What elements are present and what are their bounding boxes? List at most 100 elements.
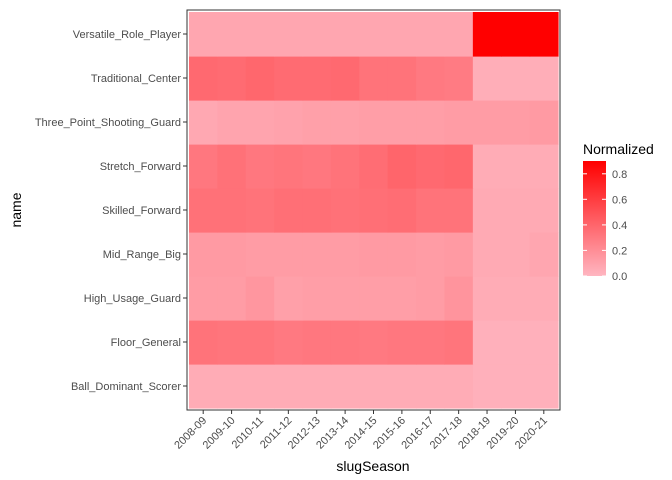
heatmap-cell-Floor_General-2016-17 [416,320,446,365]
heatmap-cell-Floor_General-2010-11 [245,320,275,365]
heatmap-cell-Traditional_Center-2013-14 [330,56,360,101]
heatmap-cell-Versatile_Role_Player-2015-16 [387,12,417,57]
heatmap-cell-Stretch_Forward-2010-11 [245,144,275,189]
heatmap-cell-Floor_General-2009-10 [217,320,247,365]
legend-ticks: 0.0 0.2 0.4 0.6 0.8 [583,169,627,283]
heatmap-cell-Skilled_Forward-2017-18 [444,188,474,233]
y-tick-label: High_Usage_Guard [84,293,181,305]
heatmap-cell-Ball_Dominant_Scorer-2009-10 [217,364,247,409]
heatmap-cell-Ball_Dominant_Scorer-2016-17 [416,364,446,409]
heatmap-cell-Skilled_Forward-2018-19 [472,188,502,233]
heatmap-cell-Mid_Range_Big-2009-10 [217,232,247,277]
legend-tick-label: 0.6 [612,194,627,206]
heatmap-cell-Ball_Dominant_Scorer-2017-18 [444,364,474,409]
heatmap-cell-Ball_Dominant_Scorer-2015-16 [387,364,417,409]
heatmap-cell-Floor_General-2014-15 [359,320,389,365]
heatmap-cell-Stretch_Forward-2017-18 [444,144,474,189]
legend-tick-label: 0.2 [612,245,627,257]
heatmap-cell-Traditional_Center-2010-11 [245,56,275,101]
heatmap-cell-Stretch_Forward-2012-13 [302,144,332,189]
heatmap-cell-Versatile_Role_Player-2013-14 [330,12,360,57]
heatmap-cell-Traditional_Center-2009-10 [217,56,247,101]
y-tick-label: Traditional_Center [91,73,181,85]
y-tick-label: Floor_General [111,337,181,349]
y-tick-label: Mid_Range_Big [103,249,181,261]
heatmap-cell-Skilled_Forward-2009-10 [217,188,247,233]
heatmap-cell-Ball_Dominant_Scorer-2018-19 [472,364,502,409]
heatmap-cell-Stretch_Forward-2011-12 [274,144,304,189]
heatmap-cell-Versatile_Role_Player-2011-12 [274,12,304,57]
y-axis-title: name [8,192,24,227]
heatmap-cell-High_Usage_Guard-2016-17 [416,276,446,321]
heatmap-cell-Stretch_Forward-2008-09 [189,144,218,189]
heatmap-cell-Traditional_Center-2016-17 [416,56,446,101]
y-tick-label: Stretch_Forward [100,161,181,173]
heatmap-cell-Mid_Range_Big-2013-14 [330,232,360,277]
heatmap-cell-Floor_General-2011-12 [274,320,304,365]
heatmap-cell-Skilled_Forward-2016-17 [416,188,446,233]
heatmap-cell-Stretch_Forward-2018-19 [472,144,502,189]
heatmap-cell-High_Usage_Guard-2019-20 [501,276,531,321]
heatmap-cell-Versatile_Role_Player-2009-10 [217,12,247,57]
heatmap-cell-High_Usage_Guard-2010-11 [245,276,275,321]
heatmap-cell-Mid_Range_Big-2019-20 [501,232,531,277]
legend-tick-label: 0.8 [612,169,627,181]
legend-color-bar [583,161,606,276]
heatmap-cell-Ball_Dominant_Scorer-2019-20 [501,364,531,409]
heatmap-cell-Stretch_Forward-2013-14 [330,144,360,189]
heatmap-cell-Mid_Range_Big-2020-21 [529,232,559,277]
heatmap-cell-Skilled_Forward-2015-16 [387,188,417,233]
heatmap-cell-Skilled_Forward-2014-15 [359,188,389,233]
heatmap-cells [189,12,559,409]
heatmap-cell-Traditional_Center-2017-18 [444,56,474,101]
y-tick-label: Skilled_Forward [102,205,181,217]
y-axis-ticks: Ball_Dominant_Scorer Floor_General High_Us… [35,29,187,393]
heatmap-cell-Traditional_Center-2015-16 [387,56,417,101]
heatmap-cell-Versatile_Role_Player-2017-18 [444,12,474,57]
heatmap-cell-Floor_General-2013-14 [330,320,360,365]
heatmap-cell-Skilled_Forward-2008-09 [189,188,218,233]
heatmap-cell-Ball_Dominant_Scorer-2013-14 [330,364,360,409]
heatmap-cell-Ball_Dominant_Scorer-2014-15 [359,364,389,409]
heatmap-cell-Skilled_Forward-2019-20 [501,188,531,233]
heatmap-cell-Skilled_Forward-2010-11 [245,188,275,233]
heatmap-cell-Ball_Dominant_Scorer-2012-13 [302,364,332,409]
heatmap-cell-Skilled_Forward-2020-21 [529,188,559,233]
heatmap-cell-Stretch_Forward-2020-21 [529,144,559,189]
heatmap-cell-High_Usage_Guard-2012-13 [302,276,332,321]
heatmap-cell-High_Usage_Guard-2008-09 [189,276,218,321]
heatmap-cell-Traditional_Center-2011-12 [274,56,304,101]
x-axis-ticks: 2008-092009-102010-112011-122012-132013-… [172,410,550,452]
heatmap-cell-Traditional_Center-2012-13 [302,56,332,101]
y-tick-label: Versatile_Role_Player [73,29,182,41]
heatmap-cell-Mid_Range_Big-2018-19 [472,232,502,277]
legend-tick-label: 0.0 [612,271,627,283]
heatmap-cell-Versatile_Role_Player-2019-20 [501,12,531,57]
heatmap-cell-Three_Point_Shooting_Guard-2019-20 [501,100,531,145]
heatmap-cell-Skilled_Forward-2011-12 [274,188,304,233]
heatmap-cell-Three_Point_Shooting_Guard-2017-18 [444,100,474,145]
heatmap-cell-Stretch_Forward-2019-20 [501,144,531,189]
heatmap-cell-Three_Point_Shooting_Guard-2020-21 [529,100,559,145]
heatmap-cell-Three_Point_Shooting_Guard-2015-16 [387,100,417,145]
heatmap-cell-Floor_General-2019-20 [501,320,531,365]
y-tick-label: Ball_Dominant_Scorer [71,381,181,393]
heatmap-cell-Three_Point_Shooting_Guard-2012-13 [302,100,332,145]
heatmap-cell-Mid_Range_Big-2011-12 [274,232,304,277]
heatmap-cell-Mid_Range_Big-2010-11 [245,232,275,277]
heatmap-cell-Traditional_Center-2014-15 [359,56,389,101]
heatmap-cell-Three_Point_Shooting_Guard-2008-09 [189,100,218,145]
legend-tick-label: 0.4 [612,220,627,232]
heatmap-cell-High_Usage_Guard-2018-19 [472,276,502,321]
heatmap-cell-Mid_Range_Big-2008-09 [189,232,218,277]
heatmap-cell-Ball_Dominant_Scorer-2008-09 [189,364,218,409]
heatmap-cell-Traditional_Center-2020-21 [529,56,559,101]
heatmap-cell-Three_Point_Shooting_Guard-2011-12 [274,100,304,145]
heatmap-cell-High_Usage_Guard-2015-16 [387,276,417,321]
heatmap-cell-High_Usage_Guard-2014-15 [359,276,389,321]
heatmap-cell-Three_Point_Shooting_Guard-2013-14 [330,100,360,145]
heatmap-cell-Three_Point_Shooting_Guard-2010-11 [245,100,275,145]
heatmap-cell-Ball_Dominant_Scorer-2010-11 [245,364,275,409]
heatmap-cell-Three_Point_Shooting_Guard-2018-19 [472,100,502,145]
